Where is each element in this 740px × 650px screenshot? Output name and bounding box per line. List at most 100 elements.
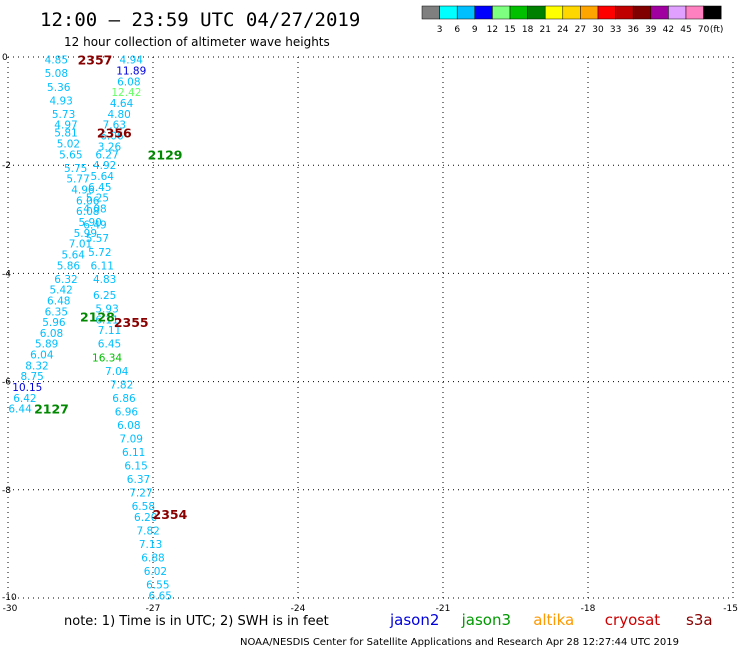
color-scale-swatch [439,5,458,20]
color-scale-label: 27 [575,25,586,35]
mission-legend-altika: altika [533,611,574,629]
wave-height-value: 5.96 [42,317,66,329]
wave-height-value: 5.36 [47,82,71,94]
wave-height-value: 3.26 [98,141,122,153]
color-scale-label: 36 [627,25,639,35]
wave-height-value: 6.27 [95,149,118,161]
wave-height-value: 6.55 [146,579,169,591]
wave-height-value: 6.65 [149,590,172,602]
wave-height-value: 5.57 [86,233,109,245]
wave-height-value: 6.86 [112,393,136,405]
wave-height-values: 4.855.08 5.364.93 5.734.975.815.025.65 5.75… [8,55,172,603]
wave-height-value: 5.64 [62,249,86,261]
x-tick-label: -21 [436,604,451,614]
wave-height-value: 4.64 [110,98,134,110]
wave-height-value: 8.32 [25,360,48,372]
axis-tick-labels: -30 -27 -24 -21 -18 -15 0 -2 -4 -6 -8 -10 [2,53,738,614]
wave-height-value: 5.72 [88,247,111,259]
color-scale-label: 39 [645,25,657,35]
color-scale-label: 21 [539,25,550,35]
pass-time-label: 2129 [148,147,183,162]
color-scale-label: 15 [504,25,515,35]
wave-height-value: 6.88 [141,552,164,564]
color-scale-label: 42 [663,25,674,35]
wave-height-value: 4.94 [120,55,144,67]
footer-note: note: 1) Time is in UTC; 2) SWH is in fe… [64,614,329,629]
color-scale-swatch [650,5,669,20]
x-tick-label: -24 [291,604,306,614]
wave-height-value: 4.96 [71,185,95,197]
pass-time-label: 2354 [153,507,188,522]
chart-grid [7,56,734,599]
wave-height-value: 6.44 [8,404,32,416]
y-tick-label: -8 [2,486,11,496]
color-scale-swatch [668,5,687,20]
wave-height-value: 4.93 [49,95,72,107]
x-tick-label: -27 [146,604,161,614]
y-tick-label: -6 [2,378,11,388]
wave-height-value: 6.48 [47,295,70,307]
wave-height-value: 5.42 [49,285,72,297]
wave-height-value: 6.15 [124,460,147,472]
chart-title: 12:00 — 23:59 UTC 04/27/2019 [40,9,360,31]
color-scale-swatch [474,5,493,20]
color-scale-swatch [456,5,476,20]
mission-legend-jason2: jason2 [389,611,439,629]
wave-height-value: 4.08 [83,203,106,215]
wave-height-value: 7.13 [139,539,162,551]
y-tick-label: -10 [2,593,17,603]
color-scale-swatch [615,5,634,20]
color-scale-label: (ft) [710,25,724,35]
wave-height-value: 5.89 [35,339,58,351]
wave-height-value: 6.42 [13,393,36,405]
wave-height-value: 7.04 [105,366,129,378]
color-scale-label: 70 [698,25,710,35]
wave-height-value: 6.11 [91,260,114,272]
wave-height-value: 6.06 [76,195,100,207]
wave-height-value: 6.08 [117,76,140,88]
x-tick-label: -15 [723,604,738,614]
color-scale-swatch [562,5,581,20]
wave-height-value: 5.02 [57,139,80,151]
wave-height-value: 4.83 [93,274,116,286]
wave-height-value: 6.11 [122,447,145,459]
color-scale-label: 6 [454,25,460,35]
wave-height-value: 5.90 [78,217,101,229]
pass-time-label: 2128 [80,310,115,325]
wave-height-value: 5.93 [95,304,118,316]
wave-height-value: 5.77 [66,174,89,186]
wave-height-value: 6.20 [134,512,157,524]
wave-height-value: 6.06 [100,130,124,142]
wave-height-value: 6.04 [30,350,54,362]
color-scale-label: 12 [487,25,498,35]
chart-subtitle: 12 hour collection of altimeter wave hei… [64,35,330,49]
wave-height-value: 6.08 [117,420,140,432]
color-scale-label: 33 [610,25,621,35]
wave-height-value: 12.42 [111,87,141,99]
wave-height-value: 6.08 [76,206,99,218]
color-scale-label: 3 [437,25,443,35]
y-tick-label: -4 [2,269,11,279]
color-scale-swatch [527,5,546,20]
wave-height-value: 5.75 [64,163,87,175]
wave-height-value: 5.73 [52,109,75,121]
wave-height-value: 6.08 [40,328,63,340]
wave-height-value: 6.11 [95,314,118,326]
wave-height-value: 5.25 [86,193,109,205]
color-scale-swatch [421,5,440,20]
wave-height-value: 5.86 [57,260,81,272]
wave-height-value: 5.64 [91,171,115,183]
color-scale-label: 9 [472,25,478,35]
pass-time-label: 2127 [34,402,69,417]
wave-height-value: 7.82 [136,525,159,537]
wave-height-value: 5.08 [45,68,68,80]
color-scale-swatch [544,5,564,20]
wave-height-value: 5.81 [54,128,77,140]
wave-height-value: 6.35 [45,306,68,318]
wave-height-value: 6.25 [93,290,116,302]
footer-credit: NOAA/NESDIS Center for Satellite Applica… [240,637,679,648]
mission-legend-jason3: jason3 [461,611,511,629]
color-scale-label: 24 [557,25,569,35]
wave-height-value: 7.63 [103,120,126,132]
